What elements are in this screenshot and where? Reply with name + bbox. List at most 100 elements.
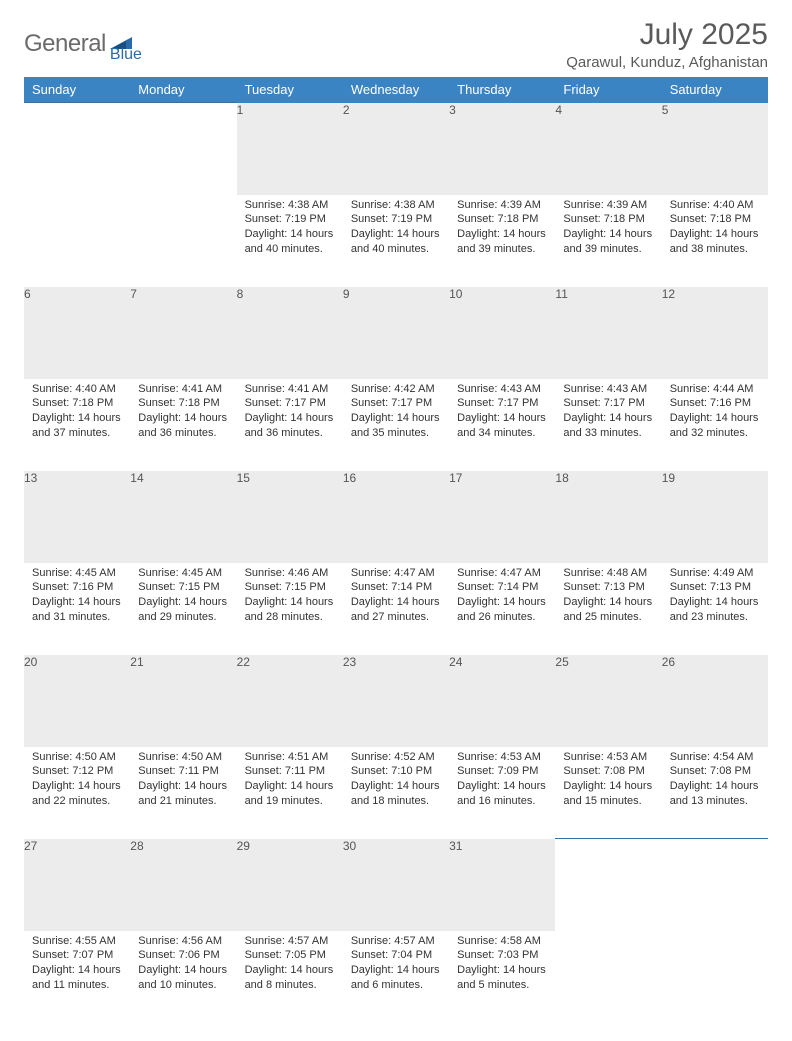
sunrise-line: Sunrise: 4:54 AM: [670, 750, 760, 765]
daylight-line: Daylight: 14 hours and 35 minutes.: [351, 411, 441, 441]
daylight-line: Daylight: 14 hours and 36 minutes.: [138, 411, 228, 441]
day-number: 4: [555, 103, 661, 195]
day-details: Sunrise: 4:56 AMSunset: 7:06 PMDaylight:…: [130, 931, 236, 999]
day-number: 10: [449, 287, 555, 379]
sunset-line: Sunset: 7:15 PM: [138, 580, 228, 595]
day-cell: Sunrise: 4:48 AMSunset: 7:13 PMDaylight:…: [555, 563, 661, 655]
sunset-line: Sunset: 7:18 PM: [670, 212, 760, 227]
day-details: Sunrise: 4:44 AMSunset: 7:16 PMDaylight:…: [662, 379, 768, 447]
sunset-line: Sunset: 7:16 PM: [670, 396, 760, 411]
day-number: 2: [343, 103, 449, 195]
daylight-line: Daylight: 14 hours and 5 minutes.: [457, 963, 547, 993]
day-number: 9: [343, 287, 449, 379]
daylight-line: Daylight: 14 hours and 36 minutes.: [245, 411, 335, 441]
day-cell: Sunrise: 4:40 AMSunset: 7:18 PMDaylight:…: [24, 379, 130, 471]
day-cell: Sunrise: 4:47 AMSunset: 7:14 PMDaylight:…: [343, 563, 449, 655]
daylight-line: Daylight: 14 hours and 21 minutes.: [138, 779, 228, 809]
sunrise-line: Sunrise: 4:46 AM: [245, 566, 335, 581]
sunset-line: Sunset: 7:17 PM: [245, 396, 335, 411]
day-details: Sunrise: 4:58 AMSunset: 7:03 PMDaylight:…: [449, 931, 555, 999]
daylight-line: Daylight: 14 hours and 37 minutes.: [32, 411, 122, 441]
sunrise-line: Sunrise: 4:44 AM: [670, 382, 760, 397]
sunrise-line: Sunrise: 4:55 AM: [32, 934, 122, 949]
day-number: 14: [130, 471, 236, 563]
day-number: 24: [449, 655, 555, 747]
day-details: Sunrise: 4:38 AMSunset: 7:19 PMDaylight:…: [237, 195, 343, 263]
sunrise-line: Sunrise: 4:40 AM: [32, 382, 122, 397]
sunset-line: Sunset: 7:19 PM: [351, 212, 441, 227]
sunset-line: Sunset: 7:11 PM: [138, 764, 228, 779]
daylight-line: Daylight: 14 hours and 27 minutes.: [351, 595, 441, 625]
daylight-line: Daylight: 14 hours and 8 minutes.: [245, 963, 335, 993]
day-details: Sunrise: 4:55 AMSunset: 7:07 PMDaylight:…: [24, 931, 130, 999]
day-cell: [130, 195, 236, 287]
day-cell: Sunrise: 4:38 AMSunset: 7:19 PMDaylight:…: [343, 195, 449, 287]
sunrise-line: Sunrise: 4:45 AM: [32, 566, 122, 581]
day-cell: [24, 195, 130, 287]
empty-day-number: [555, 839, 661, 931]
sunrise-line: Sunrise: 4:39 AM: [457, 198, 547, 213]
sunset-line: Sunset: 7:17 PM: [457, 396, 547, 411]
day-number: 26: [662, 655, 768, 747]
daylight-line: Daylight: 14 hours and 25 minutes.: [563, 595, 653, 625]
sunrise-line: Sunrise: 4:41 AM: [245, 382, 335, 397]
sunset-line: Sunset: 7:07 PM: [32, 948, 122, 963]
day-number: 5: [662, 103, 768, 195]
sunrise-line: Sunrise: 4:47 AM: [351, 566, 441, 581]
sunrise-line: Sunrise: 4:42 AM: [351, 382, 441, 397]
sunset-line: Sunset: 7:05 PM: [245, 948, 335, 963]
sunset-line: Sunset: 7:16 PM: [32, 580, 122, 595]
sunset-line: Sunset: 7:14 PM: [351, 580, 441, 595]
day-details: Sunrise: 4:43 AMSunset: 7:17 PMDaylight:…: [449, 379, 555, 447]
sunrise-line: Sunrise: 4:39 AM: [563, 198, 653, 213]
day-cell: Sunrise: 4:41 AMSunset: 7:18 PMDaylight:…: [130, 379, 236, 471]
daylight-line: Daylight: 14 hours and 39 minutes.: [563, 227, 653, 257]
day-cell: Sunrise: 4:39 AMSunset: 7:18 PMDaylight:…: [449, 195, 555, 287]
daylight-line: Daylight: 14 hours and 34 minutes.: [457, 411, 547, 441]
daylight-line: Daylight: 14 hours and 28 minutes.: [245, 595, 335, 625]
day-cell: Sunrise: 4:45 AMSunset: 7:15 PMDaylight:…: [130, 563, 236, 655]
sunset-line: Sunset: 7:19 PM: [245, 212, 335, 227]
day-cell: Sunrise: 4:40 AMSunset: 7:18 PMDaylight:…: [662, 195, 768, 287]
day-number: 25: [555, 655, 661, 747]
day-cell: Sunrise: 4:52 AMSunset: 7:10 PMDaylight:…: [343, 747, 449, 839]
daylight-line: Daylight: 14 hours and 40 minutes.: [245, 227, 335, 257]
sunset-line: Sunset: 7:13 PM: [670, 580, 760, 595]
day-number: 11: [555, 287, 661, 379]
day-number: 7: [130, 287, 236, 379]
day-number: 18: [555, 471, 661, 563]
sunrise-line: Sunrise: 4:48 AM: [563, 566, 653, 581]
day-details: Sunrise: 4:49 AMSunset: 7:13 PMDaylight:…: [662, 563, 768, 631]
day-number: 1: [237, 103, 343, 195]
sunset-line: Sunset: 7:18 PM: [32, 396, 122, 411]
daylight-line: Daylight: 14 hours and 26 minutes.: [457, 595, 547, 625]
day-cell: Sunrise: 4:53 AMSunset: 7:08 PMDaylight:…: [555, 747, 661, 839]
sunrise-line: Sunrise: 4:52 AM: [351, 750, 441, 765]
sunset-line: Sunset: 7:18 PM: [457, 212, 547, 227]
daylight-line: Daylight: 14 hours and 10 minutes.: [138, 963, 228, 993]
sunrise-line: Sunrise: 4:43 AM: [457, 382, 547, 397]
calendar-header-row: SundayMondayTuesdayWednesdayThursdayFrid…: [24, 77, 768, 103]
sunset-line: Sunset: 7:12 PM: [32, 764, 122, 779]
day-number: 21: [130, 655, 236, 747]
day-number: 30: [343, 839, 449, 931]
daylight-line: Daylight: 14 hours and 11 minutes.: [32, 963, 122, 993]
daylight-line: Daylight: 14 hours and 29 minutes.: [138, 595, 228, 625]
calendar-page: General Blue July 2025 Qarawul, Kunduz, …: [0, 0, 792, 1041]
day-cell: Sunrise: 4:42 AMSunset: 7:17 PMDaylight:…: [343, 379, 449, 471]
day-details: Sunrise: 4:42 AMSunset: 7:17 PMDaylight:…: [343, 379, 449, 447]
sunset-line: Sunset: 7:11 PM: [245, 764, 335, 779]
sunrise-line: Sunrise: 4:56 AM: [138, 934, 228, 949]
sunset-line: Sunset: 7:17 PM: [563, 396, 653, 411]
day-details: Sunrise: 4:39 AMSunset: 7:18 PMDaylight:…: [449, 195, 555, 263]
sunrise-line: Sunrise: 4:38 AM: [245, 198, 335, 213]
daylight-line: Daylight: 14 hours and 40 minutes.: [351, 227, 441, 257]
day-number: 29: [237, 839, 343, 931]
weekday-header: Thursday: [449, 77, 555, 103]
sunset-line: Sunset: 7:17 PM: [351, 396, 441, 411]
daylight-line: Daylight: 14 hours and 13 minutes.: [670, 779, 760, 809]
sunset-line: Sunset: 7:13 PM: [563, 580, 653, 595]
sunset-line: Sunset: 7:03 PM: [457, 948, 547, 963]
calendar-table: SundayMondayTuesdayWednesdayThursdayFrid…: [24, 77, 768, 1023]
day-number: 20: [24, 655, 130, 747]
